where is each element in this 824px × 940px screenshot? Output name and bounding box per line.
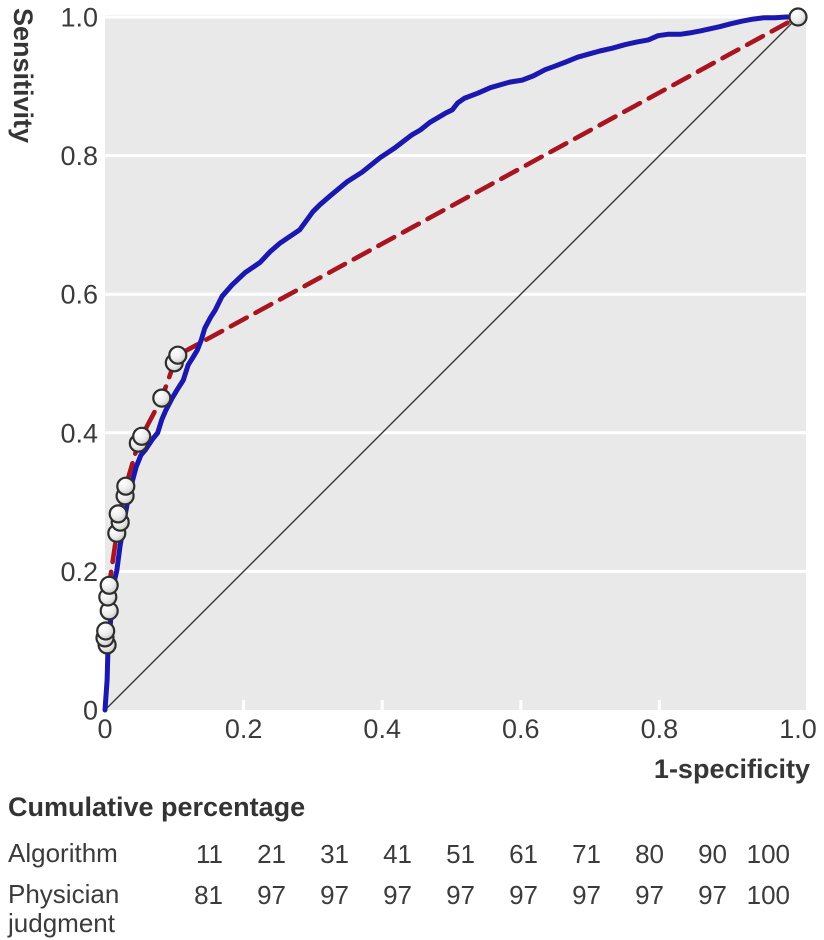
row-label: Physician judgment: [8, 879, 120, 939]
row-values: 81 97 97 97 97 97 97 97 97 100: [160, 880, 790, 911]
data-point-marker: [96, 621, 116, 641]
data-point-marker: [116, 476, 136, 496]
table-cell: 31: [320, 839, 349, 869]
table-cell: 41: [383, 839, 412, 869]
table-cell: 61: [509, 839, 538, 869]
table-cell: 97: [635, 880, 664, 910]
algorithm-roc-curve: [102, 14, 801, 713]
data-point-marker: [168, 345, 188, 365]
data-point-marker: [152, 388, 172, 408]
table-row-algorithm: Algorithm 11 21 31 41 51 61 71 80 90 100: [8, 838, 790, 870]
table-cell: 100: [746, 839, 790, 869]
table-cell: 90: [698, 839, 727, 869]
y-tick-label: 0.6: [60, 280, 98, 310]
data-point-marker: [132, 426, 152, 446]
table-cell: 21: [257, 839, 286, 869]
row-values: 11 21 31 41 51 61 71 80 90 100: [160, 839, 790, 870]
table-cell: 80: [635, 839, 664, 869]
y-tick-label: 0: [83, 696, 98, 726]
x-tick-label: 0: [97, 714, 112, 744]
plot-panel: [105, 15, 806, 710]
plot-area: 0 0.2 0.4 0.6 0.8 1.0 0 0.2 0.4 0.6 0.8 1.0: [60, 3, 816, 745]
roc-chart: 0 0.2 0.4 0.6 0.8 1.0 0 0.2 0.4 0.6 0.8 1.0 Sensiti…: [8, 3, 817, 785]
data-point-marker: [108, 504, 128, 524]
x-axis-title: 1-specificity: [654, 754, 810, 784]
data-point-marker: [99, 575, 119, 595]
y-tick-label: 1.0: [60, 3, 98, 33]
table-cell: 71: [572, 839, 601, 869]
table-cell: 97: [383, 880, 412, 910]
table-heading: Cumulative percentage: [8, 792, 306, 822]
table-cell: 97: [572, 880, 601, 910]
x-tick-label: 1.0: [779, 714, 817, 744]
table-cell: 100: [746, 880, 790, 910]
x-tick-label: 0.6: [502, 714, 540, 744]
y-axis-title: Sensitivity: [8, 8, 38, 143]
reference-diagonal-line: [104, 16, 799, 711]
row-label: Algorithm: [8, 838, 118, 868]
table-row-physician-judgment: Physician judgment 81 97 97 97 97 97 97 97 97 100: [8, 879, 790, 939]
x-tick-label: 0.4: [363, 714, 401, 744]
table-cell: 51: [446, 839, 475, 869]
x-tick-label: 0.2: [225, 714, 263, 744]
table-cell: 97: [509, 880, 538, 910]
table-cell: 81: [194, 880, 223, 910]
y-tick-label: 0.2: [60, 557, 98, 587]
data-point-marker: [788, 7, 808, 27]
table-cell: 11: [196, 839, 223, 869]
table-cell: 97: [698, 880, 727, 910]
y-tick-label: 0.4: [60, 418, 98, 448]
table-cell: 97: [446, 880, 475, 910]
x-tick-label: 0.8: [641, 714, 679, 744]
y-tick-label: 0.8: [60, 141, 98, 171]
cumulative-percentage-table: Cumulative percentage Algorithm 11 21 31 41…: [0, 792, 790, 938]
table-cell: 97: [257, 880, 286, 910]
table-cell: 97: [320, 880, 349, 910]
